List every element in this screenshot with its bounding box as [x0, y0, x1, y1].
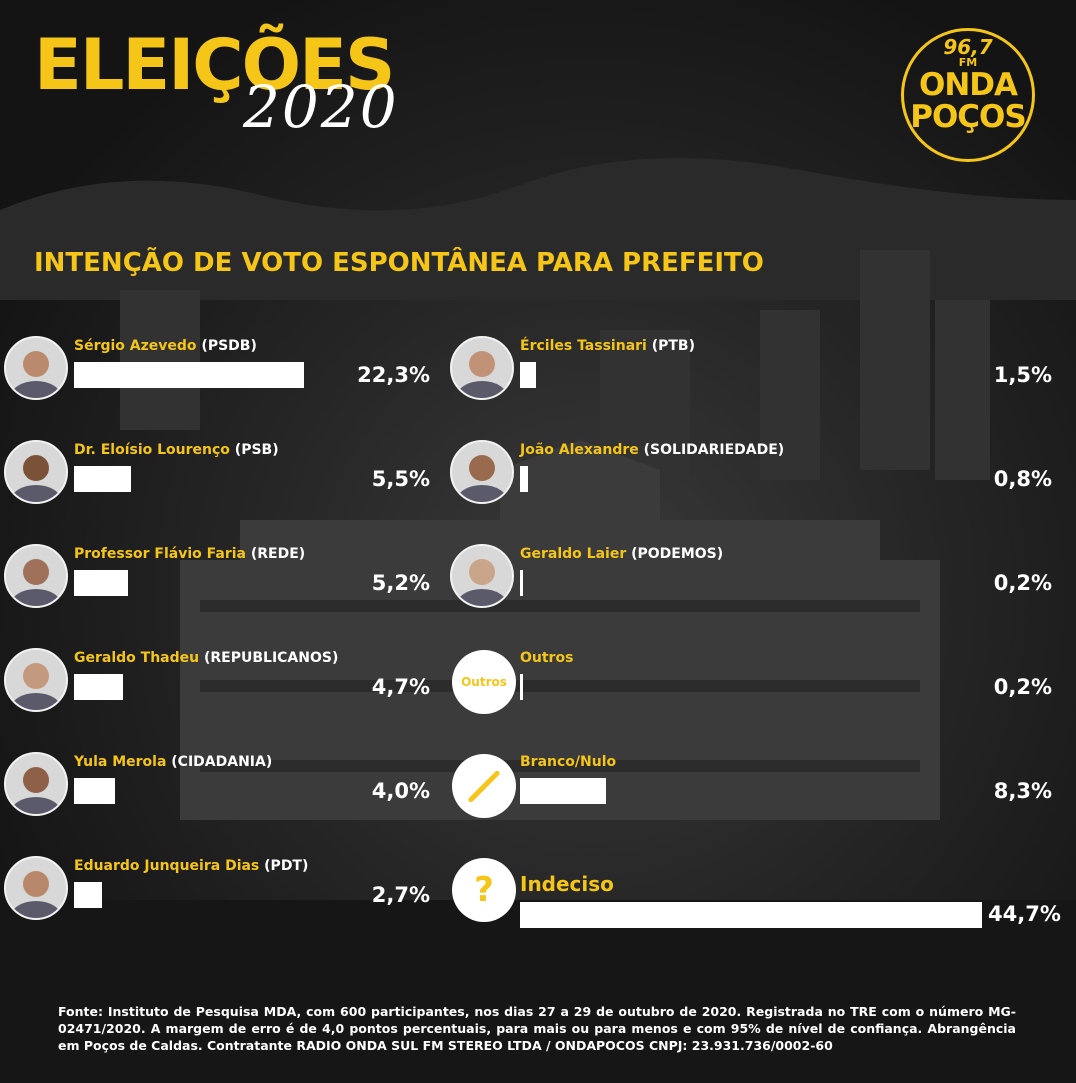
- candidate-label: Professor Flávio Faria (REDE): [74, 546, 305, 562]
- data-label: 44,7%: [988, 902, 1061, 926]
- logo-frequency: 96,7: [943, 35, 993, 59]
- candidate-name: Érciles Tassinari: [520, 338, 647, 354]
- candidate-label: Dr. Eloísio Lourenço (PSB): [74, 442, 279, 458]
- logo-line2: POÇOS: [910, 99, 1027, 135]
- candidate-label: João Alexandre (SOLIDARIEDADE): [520, 442, 784, 458]
- candidate-label: Yula Merola (CIDADANIA): [74, 754, 272, 770]
- candidate-name: Sérgio Azevedo: [74, 338, 197, 354]
- candidate-name: Eduardo Junqueira Dias: [74, 858, 260, 874]
- candidate-label: Érciles Tassinari (PTB): [520, 338, 695, 354]
- data-label: 4,0%: [371, 779, 430, 803]
- data-label: 5,2%: [371, 571, 430, 595]
- person-silhouette-icon: [10, 559, 62, 606]
- candidate-name: Indeciso: [520, 872, 614, 896]
- data-label: 0,2%: [993, 571, 1052, 595]
- person-silhouette-icon: [10, 663, 62, 710]
- candidate-party: (SOLIDARIEDADE): [638, 442, 785, 458]
- candidate-name: Geraldo Laier: [520, 546, 627, 562]
- candidate-label: Sérgio Azevedo (PSDB): [74, 338, 257, 354]
- candidate-name: Yula Merola: [74, 754, 167, 770]
- bar: [74, 882, 102, 908]
- chart-subtitle: INTENÇÃO DE VOTO ESPONTÂNEA PARA PREFEIT…: [34, 248, 764, 278]
- bar: [74, 362, 304, 388]
- bar: [520, 466, 528, 492]
- candidate-label: Geraldo Thadeu (REPUBLICANOS): [74, 650, 338, 666]
- candidate-name: Outros: [520, 650, 574, 666]
- bar: [74, 674, 123, 700]
- data-label: 0,2%: [993, 675, 1052, 699]
- person-silhouette-icon: [10, 871, 62, 918]
- candidate-photo: [4, 856, 68, 920]
- candidate-party: (PODEMOS): [626, 546, 724, 562]
- candidate-label: Indeciso: [520, 872, 614, 896]
- candidate-name: Professor Flávio Faria: [74, 546, 246, 562]
- outros-icon-label: Outros: [461, 675, 507, 689]
- logo-line1: ONDA: [918, 67, 1018, 103]
- data-label: 22,3%: [357, 363, 430, 387]
- candidate-label: Branco/Nulo: [520, 754, 616, 770]
- candidate-name: João Alexandre: [520, 442, 639, 458]
- data-label: 5,5%: [371, 467, 430, 491]
- person-silhouette-icon: [456, 351, 508, 398]
- question-mark: ?: [474, 870, 494, 910]
- data-label: 0,8%: [993, 467, 1052, 491]
- person-silhouette-icon: [456, 455, 508, 502]
- bar: [520, 778, 606, 804]
- candidate-party: (CIDADANIA): [166, 754, 273, 770]
- candidate-party: (PDT): [259, 858, 309, 874]
- question-icon: ?: [452, 858, 516, 922]
- bar: [520, 902, 982, 928]
- candidate-photo: [4, 336, 68, 400]
- outros-icon: Outros: [452, 650, 516, 714]
- bar: [74, 466, 131, 492]
- candidate-party: (REPUBLICANOS): [199, 650, 339, 666]
- candidate-party: (PSDB): [196, 338, 257, 354]
- person-silhouette-icon: [10, 351, 62, 398]
- candidate-photo: [4, 752, 68, 816]
- bar: [74, 778, 115, 804]
- candidate-label: Outros: [520, 650, 573, 666]
- candidate-photo: [4, 544, 68, 608]
- slash-mark: [467, 769, 501, 803]
- candidate-photo: [4, 440, 68, 504]
- person-silhouette-icon: [456, 559, 508, 606]
- slash-icon: [452, 754, 516, 818]
- title-year: 2020: [243, 73, 399, 141]
- data-label: 1,5%: [993, 363, 1052, 387]
- person-silhouette-icon: [10, 455, 62, 502]
- candidate-label: Geraldo Laier (PODEMOS): [520, 546, 723, 562]
- bar: [74, 570, 128, 596]
- candidate-photo: [4, 648, 68, 712]
- candidate-party: (PTB): [646, 338, 695, 354]
- candidate-party: (REDE): [246, 546, 306, 562]
- candidate-photo: [450, 544, 514, 608]
- candidate-party: (PSB): [229, 442, 279, 458]
- person-silhouette-icon: [10, 767, 62, 814]
- candidate-label: Eduardo Junqueira Dias (PDT): [74, 858, 308, 874]
- page-title: ELEIÇÕES: [34, 24, 395, 106]
- bar: [520, 674, 523, 700]
- candidate-name: Dr. Eloísio Lourenço: [74, 442, 230, 458]
- candidate-photo: [450, 336, 514, 400]
- data-label: 2,7%: [371, 883, 430, 907]
- logo-band: FM: [958, 56, 978, 69]
- data-label: 8,3%: [993, 779, 1052, 803]
- candidate-name: Branco/Nulo: [520, 754, 617, 770]
- candidate-name: Geraldo Thadeu: [74, 650, 200, 666]
- bar: [520, 570, 523, 596]
- source-footnote: Fonte: Instituto de Pesquisa MDA, com 60…: [58, 1004, 1016, 1053]
- onda-pocos-logo: 96,7 FM ONDA POÇOS: [901, 28, 1035, 162]
- data-label: 4,7%: [371, 675, 430, 699]
- candidate-photo: [450, 440, 514, 504]
- bar: [520, 362, 536, 388]
